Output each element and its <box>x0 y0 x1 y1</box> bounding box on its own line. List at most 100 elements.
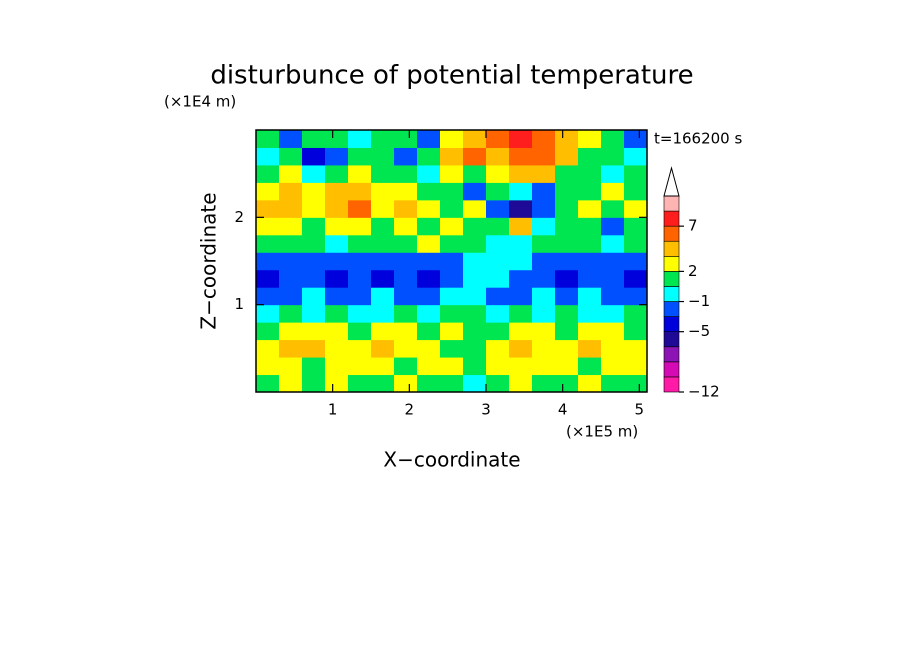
field-cell <box>624 147 648 166</box>
field-cell <box>486 130 510 148</box>
field-cell <box>302 199 326 218</box>
field-cell <box>302 374 326 393</box>
field-cell <box>532 199 556 218</box>
colorbar-tick-label: −5 <box>688 322 710 340</box>
field-cell <box>509 252 533 271</box>
field-cell <box>578 147 602 166</box>
x-tick-label: 5 <box>635 401 645 419</box>
field-cell <box>463 164 487 183</box>
field-cell <box>279 164 303 183</box>
field-cell <box>555 234 579 253</box>
field-cell <box>601 199 625 218</box>
field-cell <box>417 147 441 166</box>
field-cell <box>555 164 579 183</box>
field-cell <box>417 357 441 376</box>
field-cell <box>394 269 418 288</box>
field-cell <box>532 130 556 148</box>
field-cell <box>486 182 510 201</box>
field-cell <box>509 304 533 323</box>
field-cell <box>325 164 349 183</box>
field-cell <box>256 217 280 236</box>
field-cell <box>601 357 625 376</box>
field-cell <box>325 217 349 236</box>
y-tick-label: 2 <box>234 208 244 226</box>
field-cell <box>394 130 418 148</box>
field-cell <box>532 182 556 201</box>
field-cell <box>302 234 326 253</box>
field-cell <box>624 269 648 288</box>
field-cell <box>624 357 648 376</box>
field-cell <box>624 130 648 148</box>
field-cell <box>256 269 280 288</box>
colorbar-band <box>663 316 680 332</box>
field-cell <box>394 199 418 218</box>
field-cell <box>417 304 441 323</box>
field-cell <box>394 217 418 236</box>
colorbar-band <box>663 210 680 227</box>
field-cell <box>256 199 280 218</box>
field-cell <box>394 322 418 341</box>
field-cell <box>256 147 280 166</box>
field-cell <box>601 304 625 323</box>
field-cell <box>601 287 625 306</box>
field-cell <box>325 322 349 341</box>
field-cell <box>325 199 349 218</box>
field-cell <box>371 304 395 323</box>
field-cell <box>532 269 556 288</box>
field-cell <box>256 339 280 358</box>
field-cell <box>394 252 418 271</box>
field-cell <box>302 357 326 376</box>
field-cell <box>417 199 441 218</box>
field-cell <box>578 269 602 288</box>
field-cell <box>532 164 556 183</box>
field-cell <box>532 357 556 376</box>
field-cell <box>440 287 464 306</box>
field-cell <box>486 234 510 253</box>
field-cell <box>532 234 556 253</box>
field-cell <box>532 252 556 271</box>
field-cell <box>256 130 280 148</box>
field-cell <box>509 182 533 201</box>
field-cell <box>348 322 372 341</box>
field-cell <box>463 357 487 376</box>
field-cell <box>624 304 648 323</box>
field-cell <box>509 357 533 376</box>
field-cell <box>302 217 326 236</box>
y-tick-label: 1 <box>234 295 244 313</box>
field-cell <box>279 357 303 376</box>
field-cell <box>601 234 625 253</box>
field-cell <box>279 287 303 306</box>
field-cell <box>624 374 648 393</box>
field-cell <box>371 199 395 218</box>
field-cell <box>509 199 533 218</box>
field-cell <box>302 182 326 201</box>
field-cell <box>555 147 579 166</box>
colorbar-band <box>663 256 680 272</box>
field-cell <box>463 304 487 323</box>
field-cell <box>417 234 441 253</box>
field-cell <box>624 164 648 183</box>
field-cell <box>256 182 280 201</box>
field-cell <box>486 304 510 323</box>
field-cell <box>394 339 418 358</box>
field-cell <box>578 182 602 201</box>
field-cell <box>371 217 395 236</box>
field-cell <box>440 269 464 288</box>
field-cell <box>417 374 441 393</box>
field-cell <box>578 339 602 358</box>
y-unit: (×1E4 m) <box>164 93 236 111</box>
field-cell <box>555 182 579 201</box>
field-cell <box>555 304 579 323</box>
field-cell <box>463 147 487 166</box>
field-cell <box>486 217 510 236</box>
field-cell <box>463 217 487 236</box>
field-cell <box>578 199 602 218</box>
field-cell <box>463 374 487 393</box>
field-cell <box>302 147 326 166</box>
field-cell <box>440 147 464 166</box>
field-cell <box>509 269 533 288</box>
field-cell <box>371 357 395 376</box>
field-cell <box>256 287 280 306</box>
plot-frame <box>255 129 648 393</box>
